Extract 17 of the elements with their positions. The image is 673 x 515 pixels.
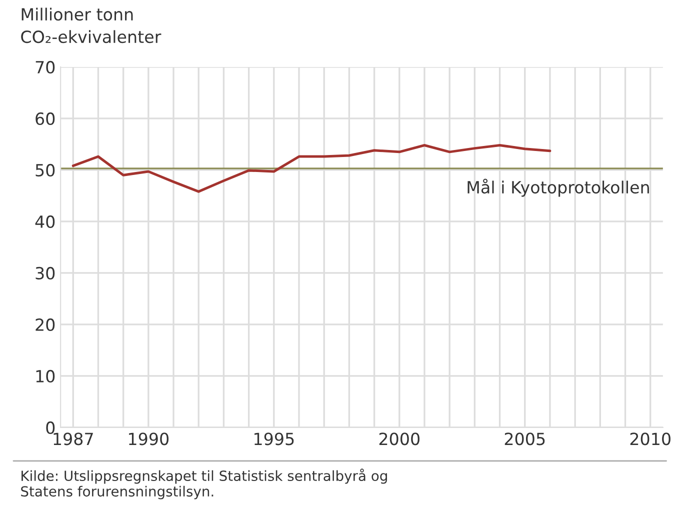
x-tick-label: 1995: [254, 432, 294, 446]
y-tick-label: 60: [36, 112, 55, 126]
y-tick-label: 30: [36, 266, 55, 280]
x-tick-label: 2010: [630, 432, 670, 446]
y-tick-label: 70: [36, 60, 55, 74]
y-axis-title: Millioner tonn CO₂-ekvivalenter: [21, 8, 162, 44]
y-tick-label: 50: [36, 164, 55, 177]
x-tick-label: 2000: [379, 432, 420, 446]
text: Kilde: Utslippsregnskapet til Statistisk sentralbyrå og Statens forurensningstilsyn.: [21, 468, 387, 500]
ref-line-label: Mål i Kyotoprotokollen: [468, 178, 649, 197]
y-tick-label: 10: [36, 370, 55, 383]
x-tick-label: 1990: [129, 432, 169, 446]
x-tick-label: 2005: [504, 432, 545, 446]
y-tick-label: 0: [46, 421, 55, 434]
x-tick-label: 1987: [54, 432, 93, 446]
y-tick-label: 20: [36, 318, 55, 332]
y-tick-label: 40: [35, 215, 55, 228]
